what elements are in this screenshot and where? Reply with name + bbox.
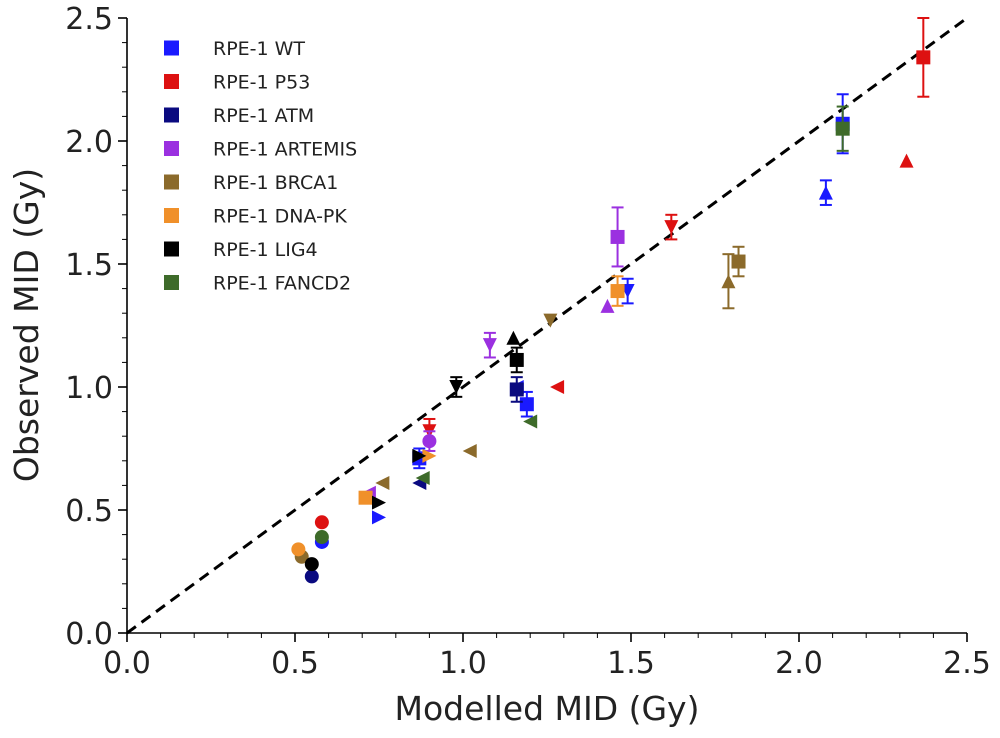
- legend-swatch: [164, 141, 179, 156]
- legend-label: RPE-1 BRCA1: [213, 172, 338, 194]
- legend-label: RPE-1 P53: [213, 72, 310, 94]
- legend-swatch: [164, 107, 179, 123]
- data-point: [412, 448, 427, 463]
- data-point: [916, 50, 931, 65]
- x-tick-label: 1.0: [439, 646, 487, 681]
- data-points: [291, 17, 931, 584]
- x-tick-label: 1.5: [607, 646, 655, 681]
- data-point: [610, 284, 625, 299]
- data-point: [449, 380, 464, 394]
- y-tick-label: 0.5: [65, 494, 113, 529]
- data-point: [304, 557, 319, 572]
- data-point: [291, 542, 306, 557]
- data-point: [899, 153, 914, 168]
- legend-label: RPE-1 DNA-PK: [213, 206, 347, 228]
- data-point: [358, 490, 373, 505]
- data-point: [372, 510, 386, 525]
- data-point: [482, 338, 497, 353]
- legend-swatch: [164, 74, 179, 89]
- y-tick-label: 1.5: [65, 248, 113, 283]
- data-point: [314, 515, 329, 530]
- data-point: [818, 185, 833, 200]
- data-point: [600, 298, 615, 313]
- legend-label: RPE-1 WT: [213, 38, 305, 60]
- data-point: [372, 495, 386, 510]
- y-tick-label: 1.0: [65, 371, 113, 406]
- data-point: [664, 220, 679, 235]
- y-tick-label: 2.0: [65, 125, 113, 160]
- data-point: [610, 229, 625, 244]
- legend-swatch: [164, 241, 179, 257]
- legend-swatch: [164, 174, 179, 190]
- legend-label: RPE-1 FANCD2: [213, 273, 351, 295]
- data-point: [509, 352, 524, 367]
- legend-swatch: [164, 40, 179, 56]
- data-point: [375, 475, 390, 490]
- y-tick-label: 2.5: [65, 2, 113, 37]
- x-tick-label: 0.0: [103, 646, 151, 681]
- data-point: [731, 254, 746, 269]
- x-tick-label: 0.5: [271, 646, 319, 681]
- x-axis-title: Modelled MID (Gy): [395, 689, 700, 728]
- series-rpe-1-brca1: [294, 245, 746, 564]
- data-point: [422, 434, 437, 449]
- data-point: [835, 121, 850, 136]
- y-axis-title: Observed MID (Gy): [7, 168, 46, 482]
- data-point: [543, 313, 558, 328]
- y-tick-label: 0.0: [65, 617, 113, 652]
- series-rpe-1-lig4: [304, 330, 524, 572]
- legend-swatch: [164, 208, 179, 223]
- y-ticks: 0.0 0.5 1.0 1.5 2.0 2.5: [65, 2, 127, 652]
- x-tick-label: 2.0: [775, 646, 823, 681]
- data-point: [550, 380, 565, 394]
- data-point: [506, 330, 521, 345]
- data-point: [509, 382, 524, 397]
- legend-swatch: [164, 275, 179, 290]
- data-point: [415, 471, 430, 486]
- series-rpe-1-fancd2: [314, 105, 850, 545]
- data-point: [314, 530, 329, 545]
- legend-label: RPE-1 ATM: [213, 105, 314, 127]
- data-point: [523, 414, 538, 429]
- data-point: [462, 443, 477, 458]
- data-point: [422, 448, 437, 463]
- legend: RPE-1 WT RPE-1 P53 RPE-1 ATM RPE-1 ARTEMIS R…: [164, 38, 357, 295]
- legend-label: RPE-1 LIG4: [213, 239, 318, 261]
- data-point: [304, 569, 319, 584]
- series-rpe-1-dna-pk: [291, 275, 625, 557]
- x-ticks: 0.0 0.5 1.0 1.5 2.0 2.5: [103, 633, 991, 681]
- series-rpe-1-artemis: [361, 206, 625, 500]
- data-point: [721, 274, 736, 289]
- legend-label: RPE-1 ARTEMIS: [213, 139, 357, 161]
- plot-area: 0.0 0.5 1.0 1.5 2.0 2.5 0.0 0.5 1.0 1.5 2.0 2.5: [65, 2, 991, 681]
- data-point: [519, 397, 534, 412]
- reference-line: [126, 16, 968, 635]
- x-tick-label: 2.5: [943, 646, 991, 681]
